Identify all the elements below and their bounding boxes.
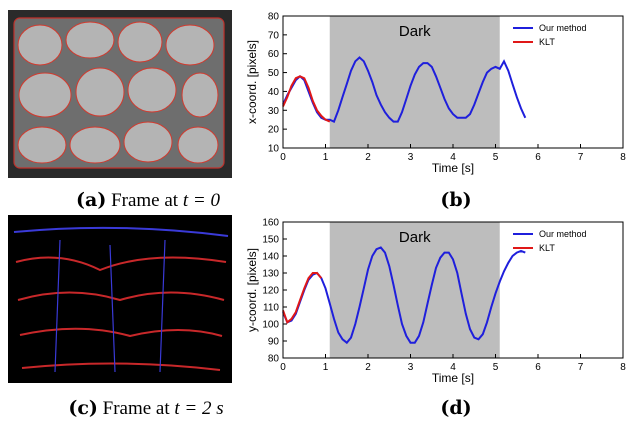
y-tick-label: 150 <box>262 235 279 246</box>
y-tick-label: 80 <box>268 12 280 23</box>
caption-text: Frame at <box>103 398 171 419</box>
region-label: Dark <box>399 23 431 40</box>
x-tick-label: 4 <box>450 362 456 373</box>
x-tick-label: 2 <box>365 152 371 163</box>
y-tick-label: 110 <box>263 303 279 314</box>
x-tick-label: 0 <box>280 362 286 373</box>
legend-label: Our method <box>539 229 587 239</box>
y-tick-label: 60 <box>268 49 280 60</box>
x-tick-label: 5 <box>493 152 499 163</box>
x-tick-label: 7 <box>578 362 584 373</box>
x-tick-label: 8 <box>620 152 626 163</box>
y-tick-label: 100 <box>262 320 279 331</box>
x-tick-label: 8 <box>620 362 626 373</box>
caption-c: (c) Frame at t = 2 s <box>68 397 223 419</box>
x-tick-label: 7 <box>578 152 584 163</box>
caption-math: t = 0 <box>183 190 221 211</box>
y-tick-label: 80 <box>268 354 280 365</box>
x-tick-label: 5 <box>493 362 499 373</box>
x-axis-label: Time [s] <box>432 371 474 385</box>
y-tick-label: 90 <box>268 337 280 348</box>
caption-text: Frame at <box>111 190 179 211</box>
x-tick-label: 6 <box>535 152 541 163</box>
y-axis-label: y-coord. [pixels] <box>245 248 259 332</box>
x-tick-label: 3 <box>408 152 414 163</box>
x-axis-label: Time [s] <box>432 161 474 175</box>
legend-label: KLT <box>539 243 555 253</box>
y-tick-label: 130 <box>262 269 279 280</box>
y-tick-label: 160 <box>262 218 279 229</box>
y-tick-label: 20 <box>268 125 280 136</box>
y-tick-label: 50 <box>268 68 280 79</box>
y-tick-label: 10 <box>268 144 280 155</box>
y-axis-label: x-coord. [pixels] <box>245 40 259 124</box>
caption-b: (b) <box>440 189 471 211</box>
chart: Dark 0 1 2 3 4 5 6 7 8 10 20 30 40 50 60 70 80 Time [s] x-c… <box>245 12 626 176</box>
y-tick-label: 40 <box>268 87 280 98</box>
y-tick-label: 70 <box>268 30 280 41</box>
dark-region <box>329 16 500 148</box>
frame-image-a <box>8 10 232 178</box>
y-tick-label: 140 <box>262 252 279 263</box>
x-tick-label: 3 <box>408 362 414 373</box>
x-tick-label: 6 <box>535 362 541 373</box>
x-tick-label: 2 <box>365 362 371 373</box>
caption-label: (a) <box>76 189 106 211</box>
region-label: Dark <box>399 229 431 246</box>
y-tick-label: 120 <box>262 286 279 297</box>
caption-d: (d) <box>440 397 471 419</box>
x-tick-label: 0 <box>280 152 286 163</box>
data-line <box>282 246 526 345</box>
data-line <box>282 272 323 324</box>
caption-math: t = 2 s <box>174 398 223 419</box>
frame-image-c <box>8 215 232 383</box>
y-tick-label: 30 <box>268 106 280 117</box>
legend-label: Our method <box>539 23 587 33</box>
legend-label: KLT <box>539 37 555 47</box>
caption-a: (a) Frame at t = 0 <box>76 189 220 211</box>
chart: Dark 0 1 2 3 4 5 6 7 8 80 90 100 110 120 130 140 150 160 Ti… <box>245 218 626 386</box>
dark-region <box>329 222 500 358</box>
data-line <box>282 75 331 123</box>
x-tick-label: 1 <box>323 152 329 163</box>
x-tick-label: 1 <box>323 362 329 373</box>
caption-label: (c) <box>68 397 98 419</box>
x-tick-label: 4 <box>450 152 456 163</box>
